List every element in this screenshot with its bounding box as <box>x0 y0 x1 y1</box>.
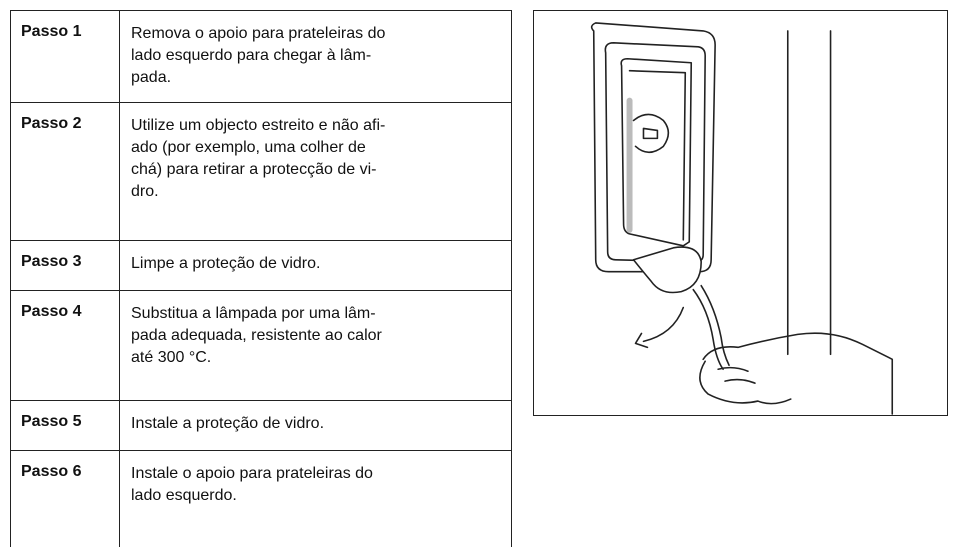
text-line: Substitua a lâmpada por uma lâm- <box>131 305 376 322</box>
column-divider <box>119 11 120 547</box>
text-line: ado (por exemplo, uma colher de <box>131 139 366 156</box>
text-line: Instale a proteção de vidro. <box>131 415 325 432</box>
text-line: lado esquerdo. <box>131 487 237 504</box>
step-row: Passo 3 Limpe a proteção de vidro. <box>11 241 511 291</box>
step-label: Passo 1 <box>21 23 82 40</box>
step-label: Passo 2 <box>21 115 82 132</box>
step-label: Passo 3 <box>21 253 82 270</box>
step-row: Passo 5 Instale a proteção de vidro. <box>11 401 511 451</box>
text-line: Utilize um objecto estreito e não afi- <box>131 117 386 134</box>
text-line: até 300 °C. <box>131 349 212 366</box>
text-line: lado esquerdo para chegar à lâm- <box>131 47 372 64</box>
text-line: Remova o apoio para prateleiras do <box>131 25 386 42</box>
step-text: Substitua a lâmpada por uma lâm-pada ade… <box>131 303 382 369</box>
step-text: Instale o apoio para prateleiras do lado … <box>131 463 373 507</box>
step-text: Utilize um objecto estreito e não afi-ad… <box>131 115 385 203</box>
step-row: Passo 2 Utilize um objecto estreito e não… <box>11 103 511 241</box>
step-text: Remova o apoio para prateleiras do lado e… <box>131 23 385 89</box>
text-line: Limpe a proteção de vidro. <box>131 255 321 272</box>
text-line: dro. <box>131 183 159 200</box>
text-line: pada. <box>131 69 172 86</box>
step-label: Passo 6 <box>21 463 82 480</box>
illustration <box>533 10 948 416</box>
step-text: Limpe a proteção de vidro. <box>131 253 320 275</box>
step-text: Instale a proteção de vidro. <box>131 413 324 435</box>
step-row: Passo 6 Instale o apoio para prateleiras … <box>11 451 511 548</box>
step-row: Passo 1 Remova o apoio para prateleiras d… <box>11 11 511 103</box>
text-line: Instale o apoio para prateleiras do <box>131 465 373 482</box>
step-label: Passo 5 <box>21 413 82 430</box>
text-line: pada adequada, resistente ao calor <box>131 327 382 344</box>
text-line: chá) para retirar a protecção de vi- <box>131 161 377 178</box>
step-row: Passo 4 Substitua a lâmpada por uma lâm-p… <box>11 291 511 401</box>
steps-table: Passo 1 Remova o apoio para prateleiras d… <box>10 10 512 547</box>
step-label: Passo 4 <box>21 303 82 320</box>
